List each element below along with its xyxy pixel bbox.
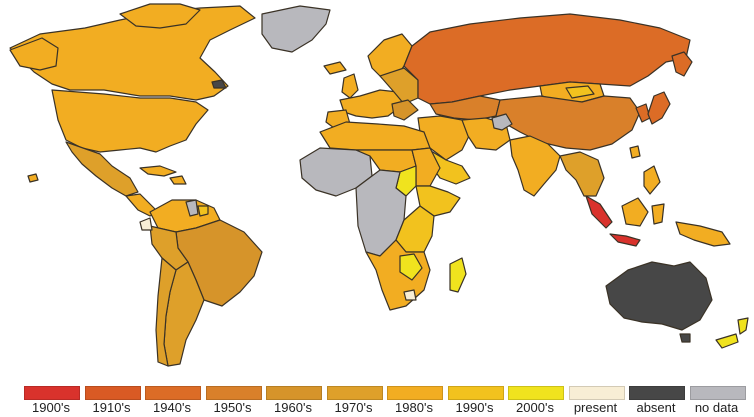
region-chile xyxy=(155,257,177,367)
legend-item: no data xyxy=(686,384,748,415)
region-taiwan xyxy=(629,145,641,159)
region-sumatra xyxy=(585,195,613,229)
legend-swatch xyxy=(205,386,262,400)
region-iceland xyxy=(323,61,347,75)
legend-swatch xyxy=(145,386,201,400)
legend-label: 1970's xyxy=(334,400,373,415)
region-mongolia-inner xyxy=(565,85,595,99)
legend-label: no data xyxy=(694,400,739,415)
legend-swatch xyxy=(24,386,80,400)
region-borneo xyxy=(621,197,649,227)
region-sulawesi xyxy=(651,203,665,225)
region-new-zealand xyxy=(737,317,749,335)
legend-item: 1980's xyxy=(383,384,445,415)
region-alaska xyxy=(9,37,59,71)
legend-swatch xyxy=(629,386,685,400)
map-canvas xyxy=(9,3,749,367)
region-kamchatka xyxy=(671,51,693,77)
region-philippines xyxy=(643,165,661,195)
legend-item: 1900's xyxy=(20,384,82,415)
legend-item: 1970's xyxy=(323,384,385,415)
legend-item: 1910's xyxy=(81,384,143,415)
legend-label: 1990's xyxy=(455,400,494,415)
legend-label: 1940's xyxy=(153,400,191,415)
legend-item: 1940's xyxy=(141,384,203,415)
legend-item: 1960's xyxy=(262,384,324,415)
legend-item: 1950's xyxy=(202,384,264,415)
region-small-absent-na xyxy=(211,79,227,89)
legend-label: 1910's xyxy=(92,400,131,415)
legend-swatch xyxy=(326,386,383,400)
region-uk xyxy=(341,73,359,99)
region-guiana-present xyxy=(139,217,153,231)
region-japan xyxy=(647,91,671,125)
region-caribbean-2 xyxy=(169,175,187,185)
region-java xyxy=(609,233,641,247)
region-central-asia-nodata xyxy=(491,113,513,131)
legend-item: 1990's xyxy=(444,384,506,415)
region-arctic-islands xyxy=(119,3,201,29)
region-usa xyxy=(51,89,209,153)
region-guiana-nodata xyxy=(185,199,199,217)
legend-label: present xyxy=(573,400,618,415)
region-australia xyxy=(605,261,713,331)
legend: 1900's 1910's 1940's 1950's 1960's 1970's 1980… xyxy=(20,384,750,415)
legend-item: 2000's xyxy=(504,384,566,415)
region-new-guinea xyxy=(675,221,731,247)
region-central-africa xyxy=(355,169,407,257)
legend-swatch xyxy=(508,386,564,400)
region-southeast-asia xyxy=(559,151,605,197)
legend-label: 1950's xyxy=(213,400,252,415)
legend-swatch xyxy=(689,386,746,400)
region-southern-africa-2000 xyxy=(399,253,423,281)
legend-label: 1900's xyxy=(32,400,70,415)
region-tasmania xyxy=(679,333,691,343)
legend-item: absent xyxy=(625,384,687,415)
region-india xyxy=(509,135,561,197)
legend-swatch xyxy=(84,386,141,400)
region-north-africa xyxy=(319,121,431,151)
legend-label: 1960's xyxy=(274,400,312,415)
legend-label: absent xyxy=(636,400,676,415)
legend-item: present xyxy=(565,384,627,415)
legend-swatch xyxy=(447,386,504,400)
region-greenland xyxy=(261,5,331,53)
region-guiana-2 xyxy=(197,205,209,217)
legend-swatch xyxy=(568,386,625,400)
legend-label: 2000's xyxy=(516,400,554,415)
legend-label: 1980's xyxy=(395,400,433,415)
region-new-zealand-south xyxy=(715,333,739,349)
region-hawaii xyxy=(27,173,39,183)
region-balkans xyxy=(391,99,419,121)
region-caribbean xyxy=(139,165,177,177)
legend-swatch xyxy=(266,386,322,400)
region-madagascar xyxy=(449,257,467,293)
region-small-present-africa xyxy=(403,289,417,301)
legend-swatch xyxy=(387,386,443,400)
